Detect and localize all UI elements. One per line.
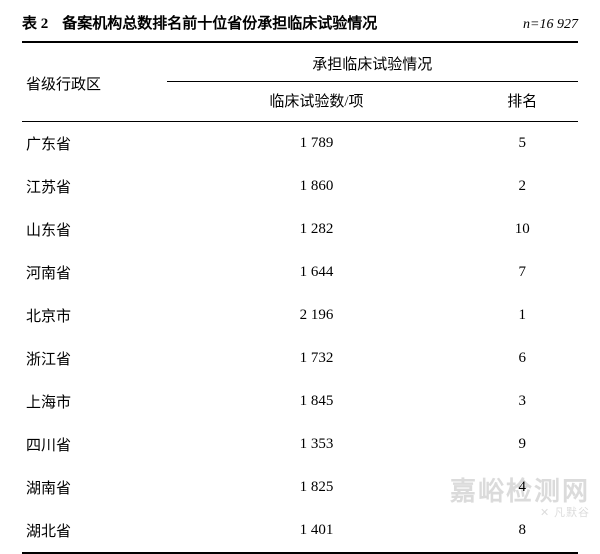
- cell-trials: 1 282: [167, 208, 467, 251]
- table-row: 四川省1 3539: [22, 423, 578, 466]
- cell-province: 四川省: [22, 423, 167, 466]
- header-row-1: 省级行政区 承担临床试验情况: [22, 42, 578, 82]
- cell-province: 湖南省: [22, 466, 167, 509]
- col-rank: 排名: [466, 82, 578, 122]
- cell-rank: 4: [466, 466, 578, 509]
- cell-rank: 8: [466, 509, 578, 553]
- cell-province: 北京市: [22, 294, 167, 337]
- table-caption: 表 2 备案机构总数排名前十位省份承担临床试验情况 n=16 927: [22, 12, 578, 33]
- cell-province: 山东省: [22, 208, 167, 251]
- table-row: 湖南省1 8254: [22, 466, 578, 509]
- cell-trials: 1 401: [167, 509, 467, 553]
- table-number: 表 2: [22, 12, 48, 33]
- col-group: 承担临床试验情况: [167, 42, 578, 82]
- cell-trials: 2 196: [167, 294, 467, 337]
- cell-rank: 3: [466, 380, 578, 423]
- cell-rank: 6: [466, 337, 578, 380]
- cell-rank: 1: [466, 294, 578, 337]
- table-body: 广东省1 7895江苏省1 8602山东省1 28210河南省1 6447北京市…: [22, 122, 578, 554]
- cell-rank: 9: [466, 423, 578, 466]
- table-title: 备案机构总数排名前十位省份承担临床试验情况: [62, 12, 509, 33]
- table-row: 山东省1 28210: [22, 208, 578, 251]
- cell-trials: 1 825: [167, 466, 467, 509]
- cell-province: 广东省: [22, 122, 167, 166]
- table-row: 广东省1 7895: [22, 122, 578, 166]
- table-row: 河南省1 6447: [22, 251, 578, 294]
- table-row: 江苏省1 8602: [22, 165, 578, 208]
- table-row: 北京市2 1961: [22, 294, 578, 337]
- cell-province: 湖北省: [22, 509, 167, 553]
- cell-rank: 10: [466, 208, 578, 251]
- cell-trials: 1 789: [167, 122, 467, 166]
- cell-trials: 1 732: [167, 337, 467, 380]
- data-table: 省级行政区 承担临床试验情况 临床试验数/项 排名 广东省1 7895江苏省1 …: [22, 41, 578, 554]
- cell-trials: 1 644: [167, 251, 467, 294]
- col-province: 省级行政区: [22, 42, 167, 122]
- col-trials: 临床试验数/项: [167, 82, 467, 122]
- cell-rank: 2: [466, 165, 578, 208]
- cell-province: 浙江省: [22, 337, 167, 380]
- n-value: n=16 927: [523, 17, 578, 33]
- cell-province: 河南省: [22, 251, 167, 294]
- cell-rank: 7: [466, 251, 578, 294]
- cell-province: 江苏省: [22, 165, 167, 208]
- cell-trials: 1 845: [167, 380, 467, 423]
- cell-trials: 1 860: [167, 165, 467, 208]
- cell-rank: 5: [466, 122, 578, 166]
- table-row: 湖北省1 4018: [22, 509, 578, 553]
- cell-province: 上海市: [22, 380, 167, 423]
- cell-trials: 1 353: [167, 423, 467, 466]
- table-row: 浙江省1 7326: [22, 337, 578, 380]
- table-row: 上海市1 8453: [22, 380, 578, 423]
